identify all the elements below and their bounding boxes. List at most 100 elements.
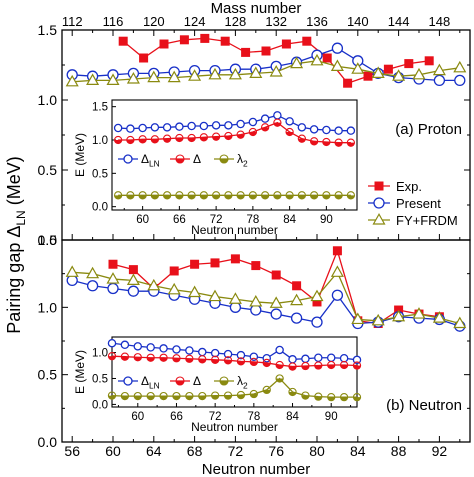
panel-a-exp-point — [118, 36, 128, 46]
inset-a-ytick-label: 1.0 — [92, 135, 108, 147]
inset-b-fy-point — [120, 391, 130, 401]
inset-b-exp-point — [339, 360, 349, 370]
inset-a-fy-point — [322, 191, 331, 200]
legend-marker-present — [373, 197, 385, 209]
panel-b-present-point — [311, 316, 323, 328]
inset-a-legend-marker-exp-fill — [176, 159, 184, 163]
inset-a-exp-point-outline — [260, 123, 270, 132]
inset-a-present-point — [150, 123, 160, 132]
inset-a-fy-point-outline — [248, 191, 258, 200]
inset-a-fy-point-outline — [224, 191, 233, 200]
inset-a-ytick-label: 1.5 — [92, 102, 108, 114]
inset-b-present-point — [146, 343, 155, 352]
panel-a-ytick-label: 0.0 — [38, 232, 58, 248]
inset-a-exp-point — [273, 118, 282, 127]
inset-a-fy-point — [309, 191, 319, 200]
inset-a-fy-point-outline — [175, 191, 184, 200]
inset-a-fy-point — [346, 191, 356, 200]
panel-b-present-point — [290, 312, 303, 324]
inset-a-present-point — [334, 126, 343, 135]
inset-a-fy-point-outline — [334, 191, 343, 200]
inset-b-exp-point — [211, 355, 220, 364]
inset-a-exp-point-outline — [224, 131, 233, 141]
inset-a-fy-point-outline — [346, 191, 356, 200]
inset-a-exp-point — [199, 133, 209, 142]
inset-a-fy-point — [199, 191, 209, 200]
inset-a-fy-point — [297, 191, 307, 200]
inset-a-legend-marker-fy — [219, 154, 229, 164]
inset-b-fy-point-outline — [172, 391, 181, 401]
inset-b-present-point — [223, 349, 233, 359]
inset-b-ytick-label: 0.5 — [92, 373, 108, 385]
inset-b-fy-point — [185, 391, 194, 401]
inset-b-exp-point-outline — [223, 356, 233, 365]
panel-b-fy-point — [86, 266, 100, 279]
panel-a-fy-point — [412, 67, 426, 80]
panel-a-label: (a) Proton — [395, 121, 462, 138]
inset-b-present-point — [288, 355, 297, 364]
mass-tick-label: 116 — [103, 14, 124, 29]
inset-b-present-point — [339, 354, 349, 363]
inset-a-exp-point-outline — [309, 137, 319, 146]
panel-a-exp-point — [424, 56, 434, 66]
panel-b-ytick-label: 1.0 — [38, 299, 58, 315]
inset-a-legend-label-fy: λ2 — [237, 152, 248, 169]
panel-b-exp-point — [312, 297, 322, 307]
inset-b-present-point — [133, 342, 143, 351]
inset-a-exp-point — [175, 133, 184, 143]
panel-b-fy-point — [126, 273, 140, 285]
inset-a-exp-point-outline — [138, 135, 147, 144]
inset-b-exp-point-outline — [236, 357, 246, 366]
inset-a-xtick-label: 72 — [210, 214, 223, 226]
panel-a-exp-point — [159, 39, 169, 49]
panel-a-present-point — [331, 42, 344, 54]
panel-a-fy-point — [453, 60, 467, 73]
inset-a-exp-point — [322, 137, 331, 147]
inset-b-exp-point — [133, 353, 142, 362]
inset-b-exp-point-outline — [339, 360, 349, 370]
inset-a-exp-point-outline — [126, 135, 135, 145]
inset-a-present-point — [224, 121, 233, 130]
inset-a-fy-point-outline — [285, 191, 294, 200]
inset-a-fy-point — [162, 191, 172, 200]
inset-a-exp-point-outline — [187, 133, 196, 143]
panel-b-fy-point — [249, 294, 263, 307]
inset-b-exp-point — [314, 361, 323, 370]
panel-b-fy-point — [208, 289, 222, 302]
inset-a-legend-label-present: ΔLN — [141, 152, 160, 169]
panel-a-fy-point — [290, 56, 304, 69]
panel-a-fy-point — [228, 67, 242, 80]
inset-b-exp-point-outline — [314, 361, 323, 370]
inset-b-xlabel: Neutron number — [191, 420, 278, 434]
inset-b-fy-point-outline — [249, 389, 258, 399]
inset-b-fy-point-outline — [223, 391, 233, 400]
inset-b-legend-label-exp: Δ — [193, 374, 201, 388]
panel-b-fy-point — [330, 265, 344, 277]
inset-a-present-point — [322, 125, 331, 135]
mass-tick-label: 132 — [265, 14, 287, 29]
inset-b-exp-point — [159, 353, 168, 362]
inset-a-ytick-label: 0.0 — [92, 202, 108, 214]
inset-a-exp-point-outline — [346, 138, 356, 147]
inset-b-fy-point-outline — [314, 392, 323, 401]
panel-a-exp-point — [322, 53, 332, 63]
inset-b-fy-point-outline — [211, 391, 220, 400]
panel-a-exp-point — [220, 36, 230, 46]
inset-a-fy-point-outline — [199, 191, 209, 200]
inset-b-exp-point — [146, 353, 155, 362]
inset-a-exp-point — [138, 135, 147, 144]
inset-b-fy-point — [211, 391, 220, 400]
neutron-tick-label: 68 — [187, 443, 203, 459]
legend-marker-exp — [374, 181, 384, 191]
panel-b-fy-point — [269, 296, 283, 308]
inset-a-fy-point — [285, 191, 294, 200]
inset-b-xtick-label: 72 — [209, 411, 222, 423]
inset-a-exp-point-outline — [248, 127, 258, 137]
inset-a-present-point — [187, 121, 196, 131]
inset-b-legend-marker-present — [123, 376, 133, 386]
inset-a-fy-point-outline — [236, 191, 245, 200]
inset-a-exp-point-outline — [113, 135, 123, 145]
inset-b-fy-point — [133, 391, 142, 401]
inset-a-fy-point-outline — [150, 191, 160, 200]
inset-b-legend-marker-exp-outline — [175, 376, 185, 386]
